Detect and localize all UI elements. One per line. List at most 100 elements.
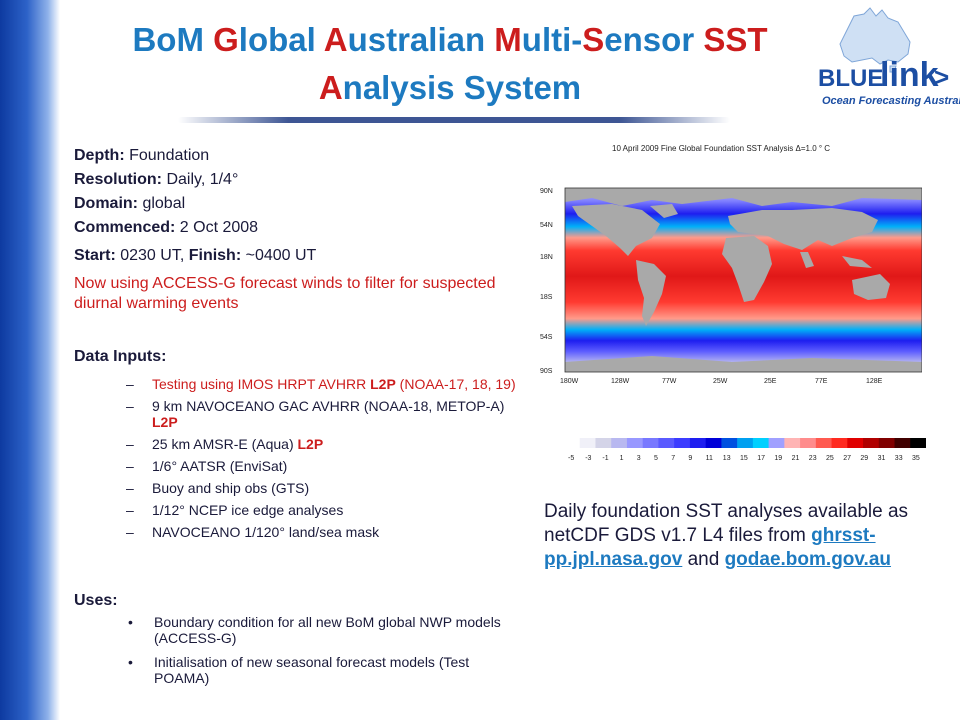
lon-label: 77W [662, 378, 677, 385]
spec-domain: Domain: global [74, 192, 514, 216]
colorbar-cell [737, 438, 754, 448]
data-input-item: – NAVOCEANO 1/120° land/sea mask [126, 524, 516, 540]
logo-link-text: link [880, 56, 939, 94]
title-part: nalysis System [342, 69, 582, 106]
colorbar-label: 21 [792, 455, 800, 462]
colorbar-cell [595, 438, 612, 448]
map-title: 10 April 2009 Fine Global Foundation SST… [612, 144, 831, 153]
title-underline [178, 117, 730, 123]
title-part: ustralian [347, 21, 495, 58]
input-text: 25 km AMSR-E (Aqua) [152, 436, 298, 452]
lon-label: 25W [713, 378, 728, 385]
colorbar-cell [863, 438, 880, 448]
colorbar-label: 25 [826, 455, 834, 462]
colorbar-label: -5 [568, 455, 574, 462]
spec-label: Resolution: [74, 171, 162, 188]
title-initial: SST [703, 21, 768, 58]
colorbar-label: 33 [895, 455, 903, 462]
spec-resolution: Resolution: Daily, 1/4° [74, 168, 514, 192]
colorbar-label: 13 [723, 455, 731, 462]
spec-value: 2 Oct 2008 [175, 219, 259, 236]
use-item: • Initialisation of new seasonal forecast… [128, 654, 516, 686]
slide-title: BoM Global Australian Multi-Sensor SST A… [70, 16, 830, 112]
colorbar-cell [831, 438, 848, 448]
map-ticks: 90N 54N 18N 18S 54S 90S 180W 128W 77W 25W 25E 77E 12… [540, 188, 883, 385]
spec-value: 0230 UT, [115, 247, 189, 264]
caption: Daily foundation SST analyses available … [544, 500, 944, 572]
colorbar-label: 23 [809, 455, 817, 462]
spec-depth: Depth: Foundation [74, 144, 514, 168]
colorbar-label: 7 [671, 455, 675, 462]
input-text: (NOAA-17, 18, 19) [395, 376, 516, 392]
spec-start-finish: Start: 0230 UT, Finish: ~0400 UT [74, 244, 514, 268]
dash-bullet: – [126, 524, 134, 540]
colorbar-label: 1 [620, 455, 624, 462]
colorbar-cell [611, 438, 628, 448]
data-input-item: – 9 km NAVOCEANO GAC AVHRR (NOAA-18, METO… [126, 398, 516, 430]
colorbar-cell [878, 438, 896, 448]
title-initial: A [318, 69, 343, 106]
input-text: 1/12° NCEP ice edge analyses [152, 502, 344, 518]
colorbar-cell [689, 438, 707, 448]
use-text: Boundary condition for all new BoM globa… [154, 614, 501, 646]
spec-commenced: Commenced: 2 Oct 2008 [74, 216, 514, 240]
colorbar-cell [894, 438, 911, 448]
link-ghrsst[interactable]: ghrsst-pp.jpl.nasa.gov [544, 525, 876, 570]
lat-label: 54S [540, 334, 553, 341]
input-text: Testing using IMOS HRPT AVHRR [152, 376, 371, 392]
l2p-tag: L2P [152, 414, 178, 430]
use-item: • Boundary condition for all new BoM glob… [128, 614, 516, 646]
bluelink-logo: BLUE link > [818, 7, 949, 94]
title-part: ensor [604, 21, 704, 58]
colorbar-cell [768, 438, 785, 448]
caption-text: and [682, 549, 725, 570]
data-inputs-list: – Testing using IMOS HRPT AVHRR L2P (NOAA… [126, 376, 516, 546]
logo-blue-text: BLUE [818, 65, 883, 92]
specs-block: Depth: Foundation Resolution: Daily, 1/4… [74, 144, 514, 314]
link-godae[interactable]: godae.bom.gov.au [724, 549, 892, 570]
left-gradient-band [0, 0, 60, 720]
logo-tagline: Ocean Forecasting Australia [822, 95, 960, 107]
colorbar-cell [910, 438, 926, 448]
colorbar-label: 5 [654, 455, 658, 462]
data-input-item: – 25 km AMSR-E (Aqua) L2P [126, 436, 516, 452]
dash-bullet: – [126, 376, 134, 392]
input-text: NAVOCEANO 1/120° land/sea mask [152, 524, 380, 540]
colorbar-cell [642, 438, 659, 448]
dash-bullet: – [126, 458, 134, 474]
title-part: ulti- [521, 21, 583, 58]
spec-label: Finish: [188, 247, 242, 264]
colorbar-cell [815, 438, 833, 448]
spec-value: Foundation [124, 147, 210, 164]
colorbar-cell [564, 438, 581, 448]
lat-label: 90S [540, 368, 553, 375]
input-text: 1/6° AATSR (EnviSat) [152, 458, 288, 474]
colorbar-cell [674, 438, 691, 448]
dash-bullet: – [126, 398, 134, 414]
use-text: Initialisation of new seasonal forecast … [154, 654, 470, 686]
dash-bullet: – [126, 502, 134, 518]
input-text: 9 km NAVOCEANO GAC AVHRR (NOAA-18, METOP… [152, 398, 505, 414]
colorbar-cell [626, 438, 644, 448]
spec-label: Domain: [74, 195, 138, 212]
lon-label: 128W [611, 378, 630, 385]
spec-value: Daily, 1/4° [162, 171, 239, 188]
sst-colorbar: -5 -3 -1 1 3 5 7 9 11 13 15 17 19 21 23 25 27 29 31 33 35 [564, 438, 926, 462]
colorbar-cell [579, 438, 596, 448]
lat-label: 54N [540, 222, 553, 229]
data-input-item: – Testing using IMOS HRPT AVHRR L2P (NOAA… [126, 376, 516, 392]
colorbar-cell [784, 438, 801, 448]
uses-list: • Boundary condition for all new BoM glob… [128, 614, 516, 694]
data-input-item: – 1/6° AATSR (EnviSat) [126, 458, 516, 474]
colorbar-label: 35 [912, 455, 920, 462]
australia-map-icon [839, 7, 911, 73]
colorbar-label: 27 [843, 455, 851, 462]
lon-label: 77E [815, 378, 828, 385]
spec-value: ~0400 UT [241, 247, 317, 264]
colorbar-cell [658, 438, 675, 448]
colorbar-label: -1 [602, 455, 608, 462]
colorbar-label: 17 [757, 455, 765, 462]
colorbar-cell [847, 438, 864, 448]
colorbar-cell [705, 438, 722, 448]
colorbar-cell [752, 438, 770, 448]
